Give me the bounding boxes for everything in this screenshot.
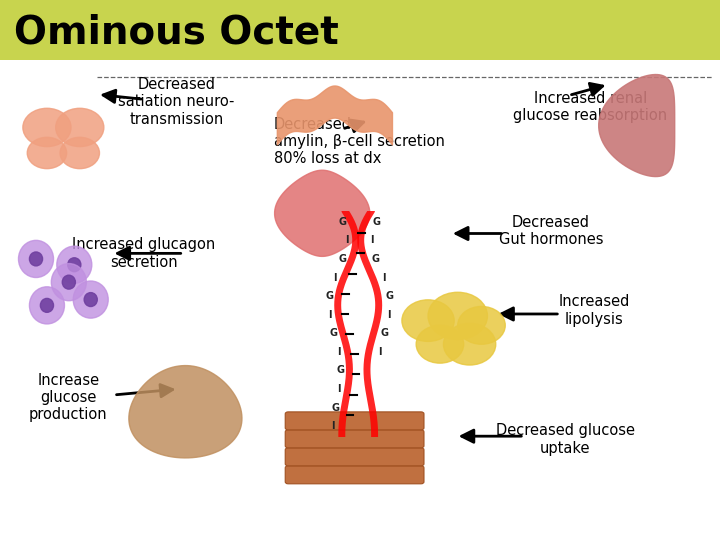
- Text: G: G: [372, 217, 380, 227]
- Text: I: I: [378, 347, 382, 357]
- Text: I: I: [382, 273, 385, 282]
- Circle shape: [444, 323, 496, 365]
- Text: I: I: [337, 384, 341, 394]
- Text: S E R V I C E S: S E R V I C E S: [639, 526, 698, 535]
- Text: Increased glucagon
secretion: Increased glucagon secretion: [73, 237, 215, 269]
- Circle shape: [62, 275, 76, 289]
- Text: I: I: [387, 310, 391, 320]
- Circle shape: [30, 252, 42, 266]
- Text: Decreased
Gut hormones: Decreased Gut hormones: [498, 215, 603, 247]
- Polygon shape: [274, 170, 370, 256]
- Polygon shape: [129, 366, 242, 458]
- Text: Increased
lipolysis: Increased lipolysis: [558, 294, 630, 327]
- Circle shape: [402, 300, 454, 341]
- Text: Decreased glucose
uptake: Decreased glucose uptake: [495, 423, 635, 456]
- Text: G: G: [372, 254, 380, 264]
- FancyBboxPatch shape: [285, 448, 424, 466]
- Ellipse shape: [60, 137, 99, 168]
- Text: G: G: [381, 328, 389, 338]
- Ellipse shape: [23, 109, 71, 146]
- Circle shape: [51, 264, 86, 301]
- Text: I: I: [331, 421, 335, 431]
- Text: G: G: [338, 217, 346, 227]
- Circle shape: [68, 258, 81, 272]
- Bar: [0, 0, 720, 59]
- Text: I: I: [370, 235, 374, 246]
- Text: I: I: [337, 347, 341, 357]
- Text: Decreased
amylin, β-cell secretion
80% loss at dx: Decreased amylin, β-cell secretion 80% l…: [274, 117, 444, 166]
- Text: Diabetes Education: Diabetes Education: [567, 507, 698, 519]
- Circle shape: [40, 299, 53, 312]
- Ellipse shape: [55, 109, 104, 146]
- Circle shape: [428, 292, 487, 340]
- Text: Decreased
satiation neuro-
transmission: Decreased satiation neuro- transmission: [118, 77, 235, 127]
- FancyBboxPatch shape: [285, 412, 424, 430]
- Text: Increase
glucose
production: Increase glucose production: [29, 373, 108, 422]
- Circle shape: [57, 246, 92, 284]
- FancyBboxPatch shape: [285, 430, 424, 448]
- Circle shape: [416, 325, 464, 363]
- Text: I: I: [345, 235, 348, 246]
- Text: G: G: [385, 291, 393, 301]
- FancyBboxPatch shape: [285, 466, 424, 484]
- Text: G: G: [336, 366, 344, 375]
- Text: I: I: [333, 273, 337, 282]
- Text: G: G: [339, 254, 347, 264]
- Circle shape: [19, 240, 53, 278]
- Text: G: G: [331, 402, 339, 413]
- Circle shape: [84, 293, 97, 307]
- Circle shape: [73, 281, 108, 318]
- Circle shape: [30, 287, 65, 324]
- Text: G: G: [330, 328, 338, 338]
- Circle shape: [458, 307, 505, 345]
- Text: Increased renal
glucose reabsorption: Increased renal glucose reabsorption: [513, 91, 667, 123]
- Text: G: G: [325, 291, 333, 301]
- Text: I: I: [328, 310, 331, 320]
- Ellipse shape: [27, 137, 67, 168]
- Text: Ominous Octet: Ominous Octet: [14, 14, 339, 51]
- Polygon shape: [599, 75, 675, 177]
